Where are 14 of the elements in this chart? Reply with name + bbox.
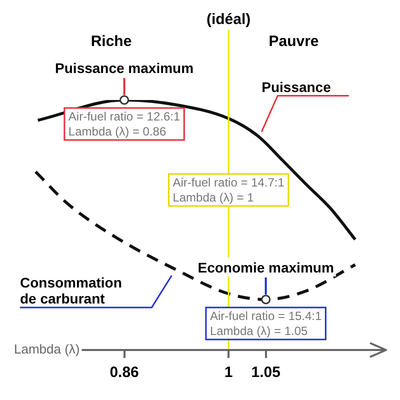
x-tick-label: 1 [224,364,233,382]
x-tick-label: 0.86 [110,364,139,382]
text: Puissance [262,78,332,95]
text: Riche [90,33,132,50]
x-axis-title: Lambda (λ) [14,342,80,357]
text: Consommation de carburant [20,274,122,306]
text: Pauvre [268,33,319,50]
annotation: Economie maximum [198,260,334,276]
annotation: Puissance maximum [55,60,194,76]
annotation: Air-fuel ratio = 15.4:1 Lambda (λ) = 1.05 [210,308,322,338]
ref-line-label: (idéal) [206,11,251,28]
x-tick-label: 1.05 [251,364,280,382]
annotation: Air-fuel ratio = 12.6:1 Lambda (λ) = 0.86 [68,109,180,138]
annotation: Air-fuel ratio = 14.7:1 Lambda (λ) = 1 [172,175,285,204]
